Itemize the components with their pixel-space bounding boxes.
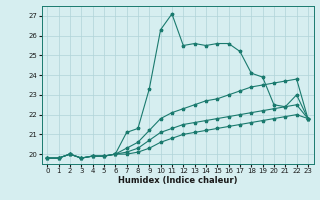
- X-axis label: Humidex (Indice chaleur): Humidex (Indice chaleur): [118, 176, 237, 185]
